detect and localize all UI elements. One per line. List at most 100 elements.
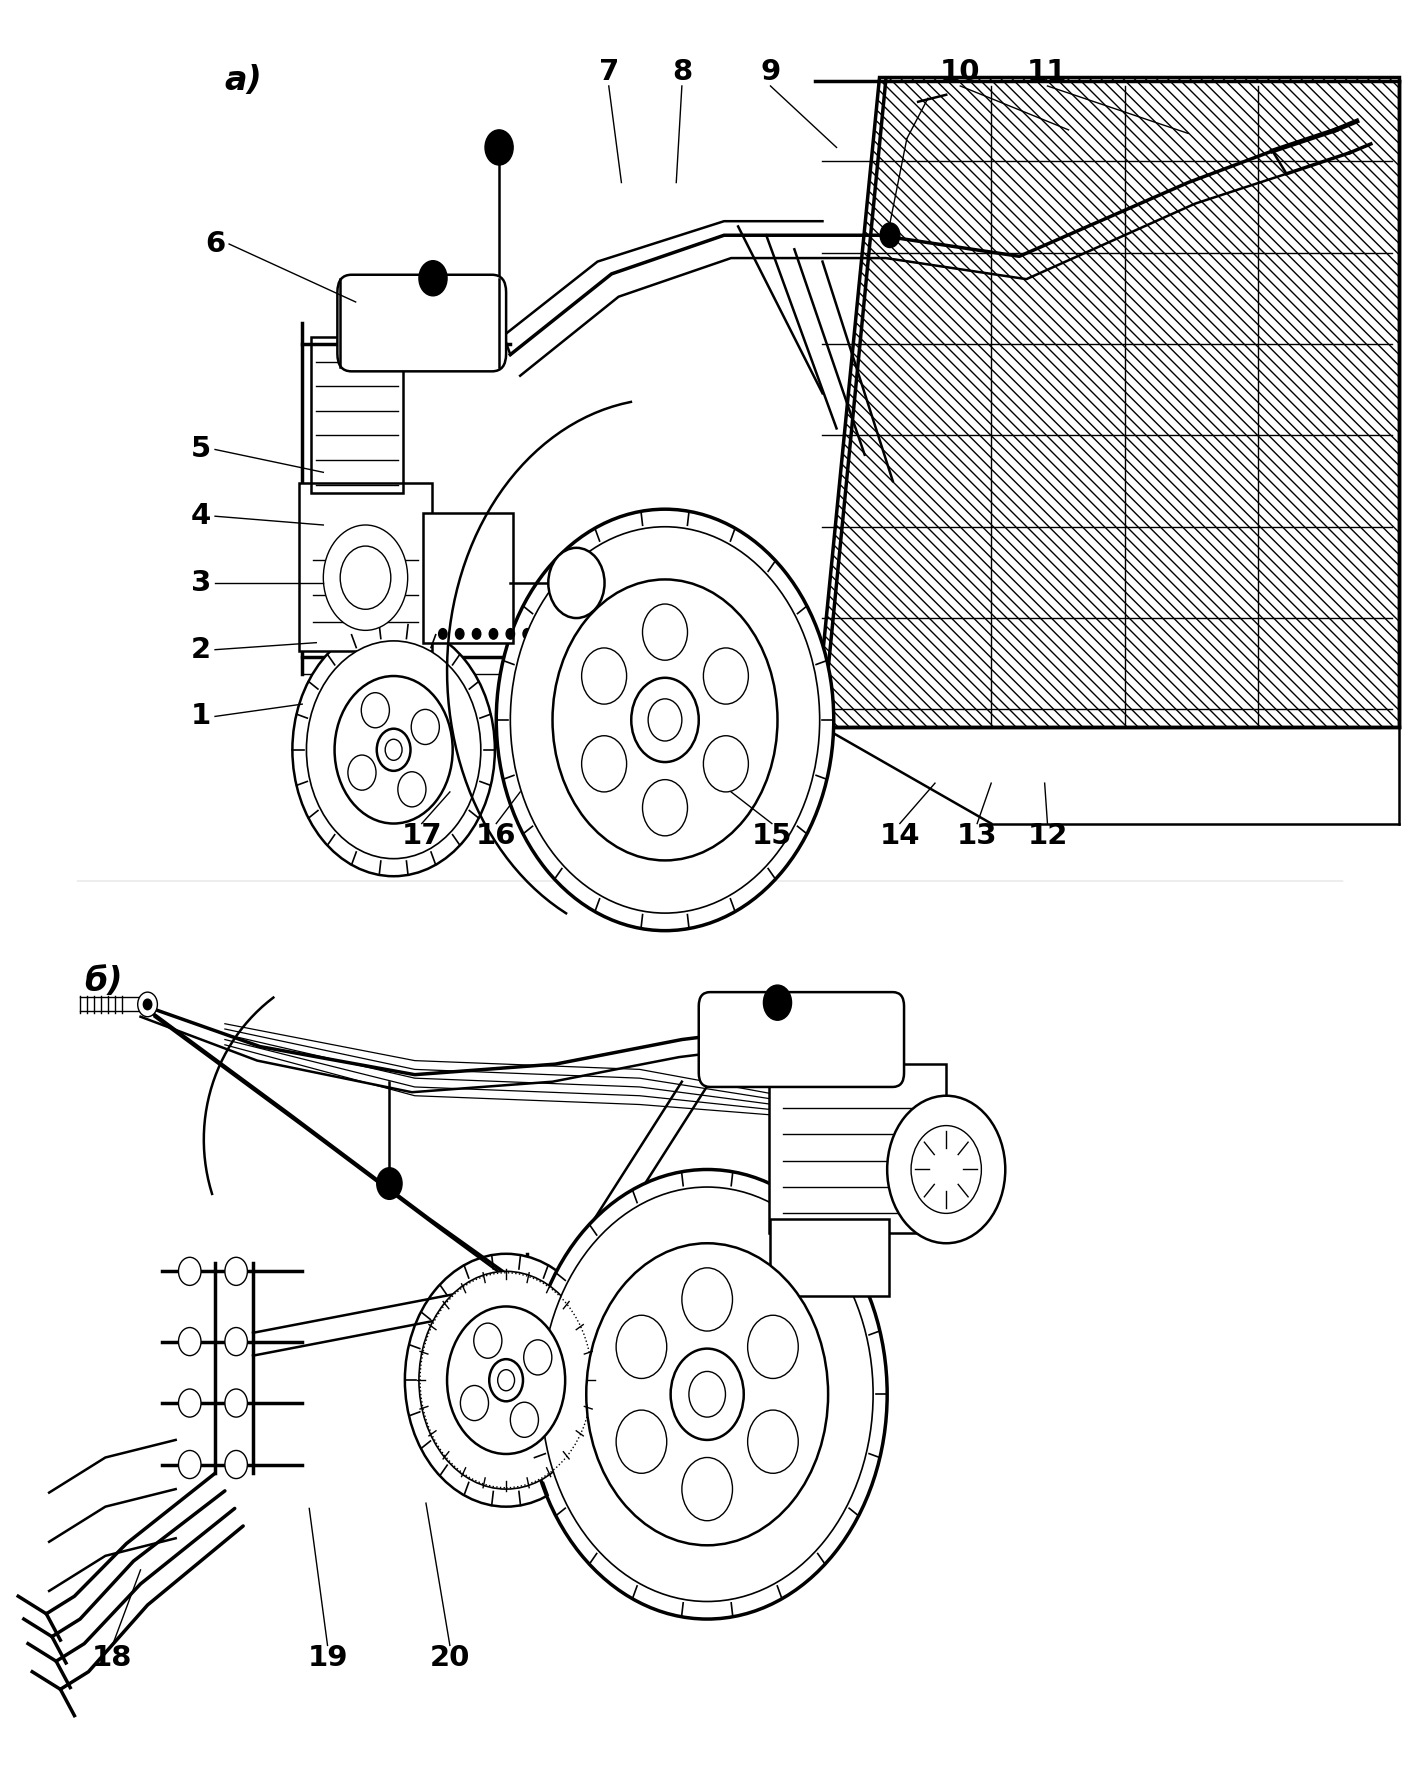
Circle shape — [335, 676, 453, 823]
Circle shape — [648, 699, 682, 742]
Circle shape — [496, 510, 834, 931]
Text: 12: 12 — [1027, 821, 1068, 850]
Circle shape — [642, 779, 687, 835]
Circle shape — [224, 1450, 247, 1478]
Circle shape — [419, 1271, 594, 1489]
Circle shape — [179, 1328, 202, 1356]
Circle shape — [709, 628, 717, 639]
Circle shape — [324, 526, 408, 630]
Circle shape — [506, 628, 514, 639]
Circle shape — [642, 604, 687, 660]
Circle shape — [348, 756, 376, 789]
Circle shape — [224, 1389, 247, 1418]
Circle shape — [447, 1306, 565, 1453]
Circle shape — [179, 1389, 202, 1418]
Circle shape — [412, 710, 439, 745]
Circle shape — [405, 1253, 608, 1506]
Circle shape — [912, 1126, 981, 1214]
Circle shape — [591, 628, 599, 639]
Text: 18: 18 — [92, 1644, 132, 1671]
Circle shape — [341, 547, 391, 609]
Circle shape — [692, 628, 700, 639]
Circle shape — [582, 736, 626, 791]
Circle shape — [557, 628, 565, 639]
Text: 2: 2 — [190, 635, 212, 664]
Circle shape — [361, 692, 389, 727]
Circle shape — [385, 740, 402, 761]
Circle shape — [474, 1324, 501, 1358]
Circle shape — [616, 1315, 667, 1379]
Text: а): а) — [224, 64, 263, 97]
Circle shape — [880, 223, 900, 248]
Text: 4: 4 — [190, 503, 212, 531]
Circle shape — [490, 1359, 523, 1402]
Text: 13: 13 — [957, 821, 997, 850]
Circle shape — [703, 736, 748, 791]
Text: 1: 1 — [190, 703, 212, 731]
Polygon shape — [815, 78, 1399, 727]
Text: 17: 17 — [402, 821, 442, 850]
FancyBboxPatch shape — [771, 1220, 889, 1296]
Circle shape — [224, 1257, 247, 1285]
Circle shape — [674, 628, 683, 639]
Circle shape — [523, 628, 531, 639]
FancyBboxPatch shape — [699, 993, 905, 1087]
Text: 7: 7 — [599, 58, 619, 87]
Circle shape — [574, 628, 582, 639]
Circle shape — [582, 648, 626, 704]
Circle shape — [748, 1315, 798, 1379]
Circle shape — [179, 1450, 202, 1478]
Text: 14: 14 — [879, 821, 920, 850]
Circle shape — [497, 1370, 514, 1391]
Circle shape — [552, 579, 778, 860]
FancyBboxPatch shape — [300, 483, 432, 651]
Circle shape — [486, 129, 513, 165]
Circle shape — [888, 1096, 1005, 1243]
Circle shape — [640, 628, 649, 639]
FancyBboxPatch shape — [423, 513, 513, 643]
Circle shape — [419, 260, 447, 296]
Circle shape — [460, 1386, 488, 1421]
Circle shape — [632, 678, 699, 763]
Circle shape — [473, 628, 481, 639]
Circle shape — [524, 1340, 552, 1375]
Circle shape — [703, 648, 748, 704]
Circle shape — [143, 998, 152, 1009]
Circle shape — [764, 986, 791, 1020]
Circle shape — [439, 628, 447, 639]
Circle shape — [490, 628, 497, 639]
Circle shape — [456, 628, 464, 639]
Circle shape — [510, 1402, 538, 1437]
Circle shape — [398, 772, 426, 807]
Text: 8: 8 — [672, 58, 692, 87]
Circle shape — [540, 628, 548, 639]
Text: 3: 3 — [190, 568, 212, 596]
FancyBboxPatch shape — [770, 1064, 946, 1232]
Circle shape — [726, 628, 734, 639]
Circle shape — [625, 628, 633, 639]
FancyBboxPatch shape — [338, 274, 506, 372]
Text: 11: 11 — [1027, 58, 1068, 87]
Circle shape — [748, 1411, 798, 1473]
Text: 20: 20 — [430, 1644, 470, 1671]
Circle shape — [510, 527, 819, 913]
Circle shape — [527, 1170, 888, 1620]
Circle shape — [179, 1257, 202, 1285]
Text: 19: 19 — [307, 1644, 348, 1671]
Text: 5: 5 — [190, 435, 212, 464]
Circle shape — [293, 623, 494, 876]
Circle shape — [682, 1457, 733, 1520]
Text: 10: 10 — [940, 58, 981, 87]
Text: 16: 16 — [476, 821, 517, 850]
Circle shape — [541, 1188, 873, 1602]
Circle shape — [138, 993, 158, 1016]
Circle shape — [376, 729, 410, 772]
Text: 9: 9 — [760, 58, 781, 87]
Circle shape — [682, 1267, 733, 1331]
Circle shape — [548, 549, 605, 618]
Circle shape — [608, 628, 616, 639]
Circle shape — [586, 1243, 828, 1545]
Text: б): б) — [84, 965, 122, 998]
Circle shape — [670, 1349, 744, 1441]
Circle shape — [616, 1411, 667, 1473]
